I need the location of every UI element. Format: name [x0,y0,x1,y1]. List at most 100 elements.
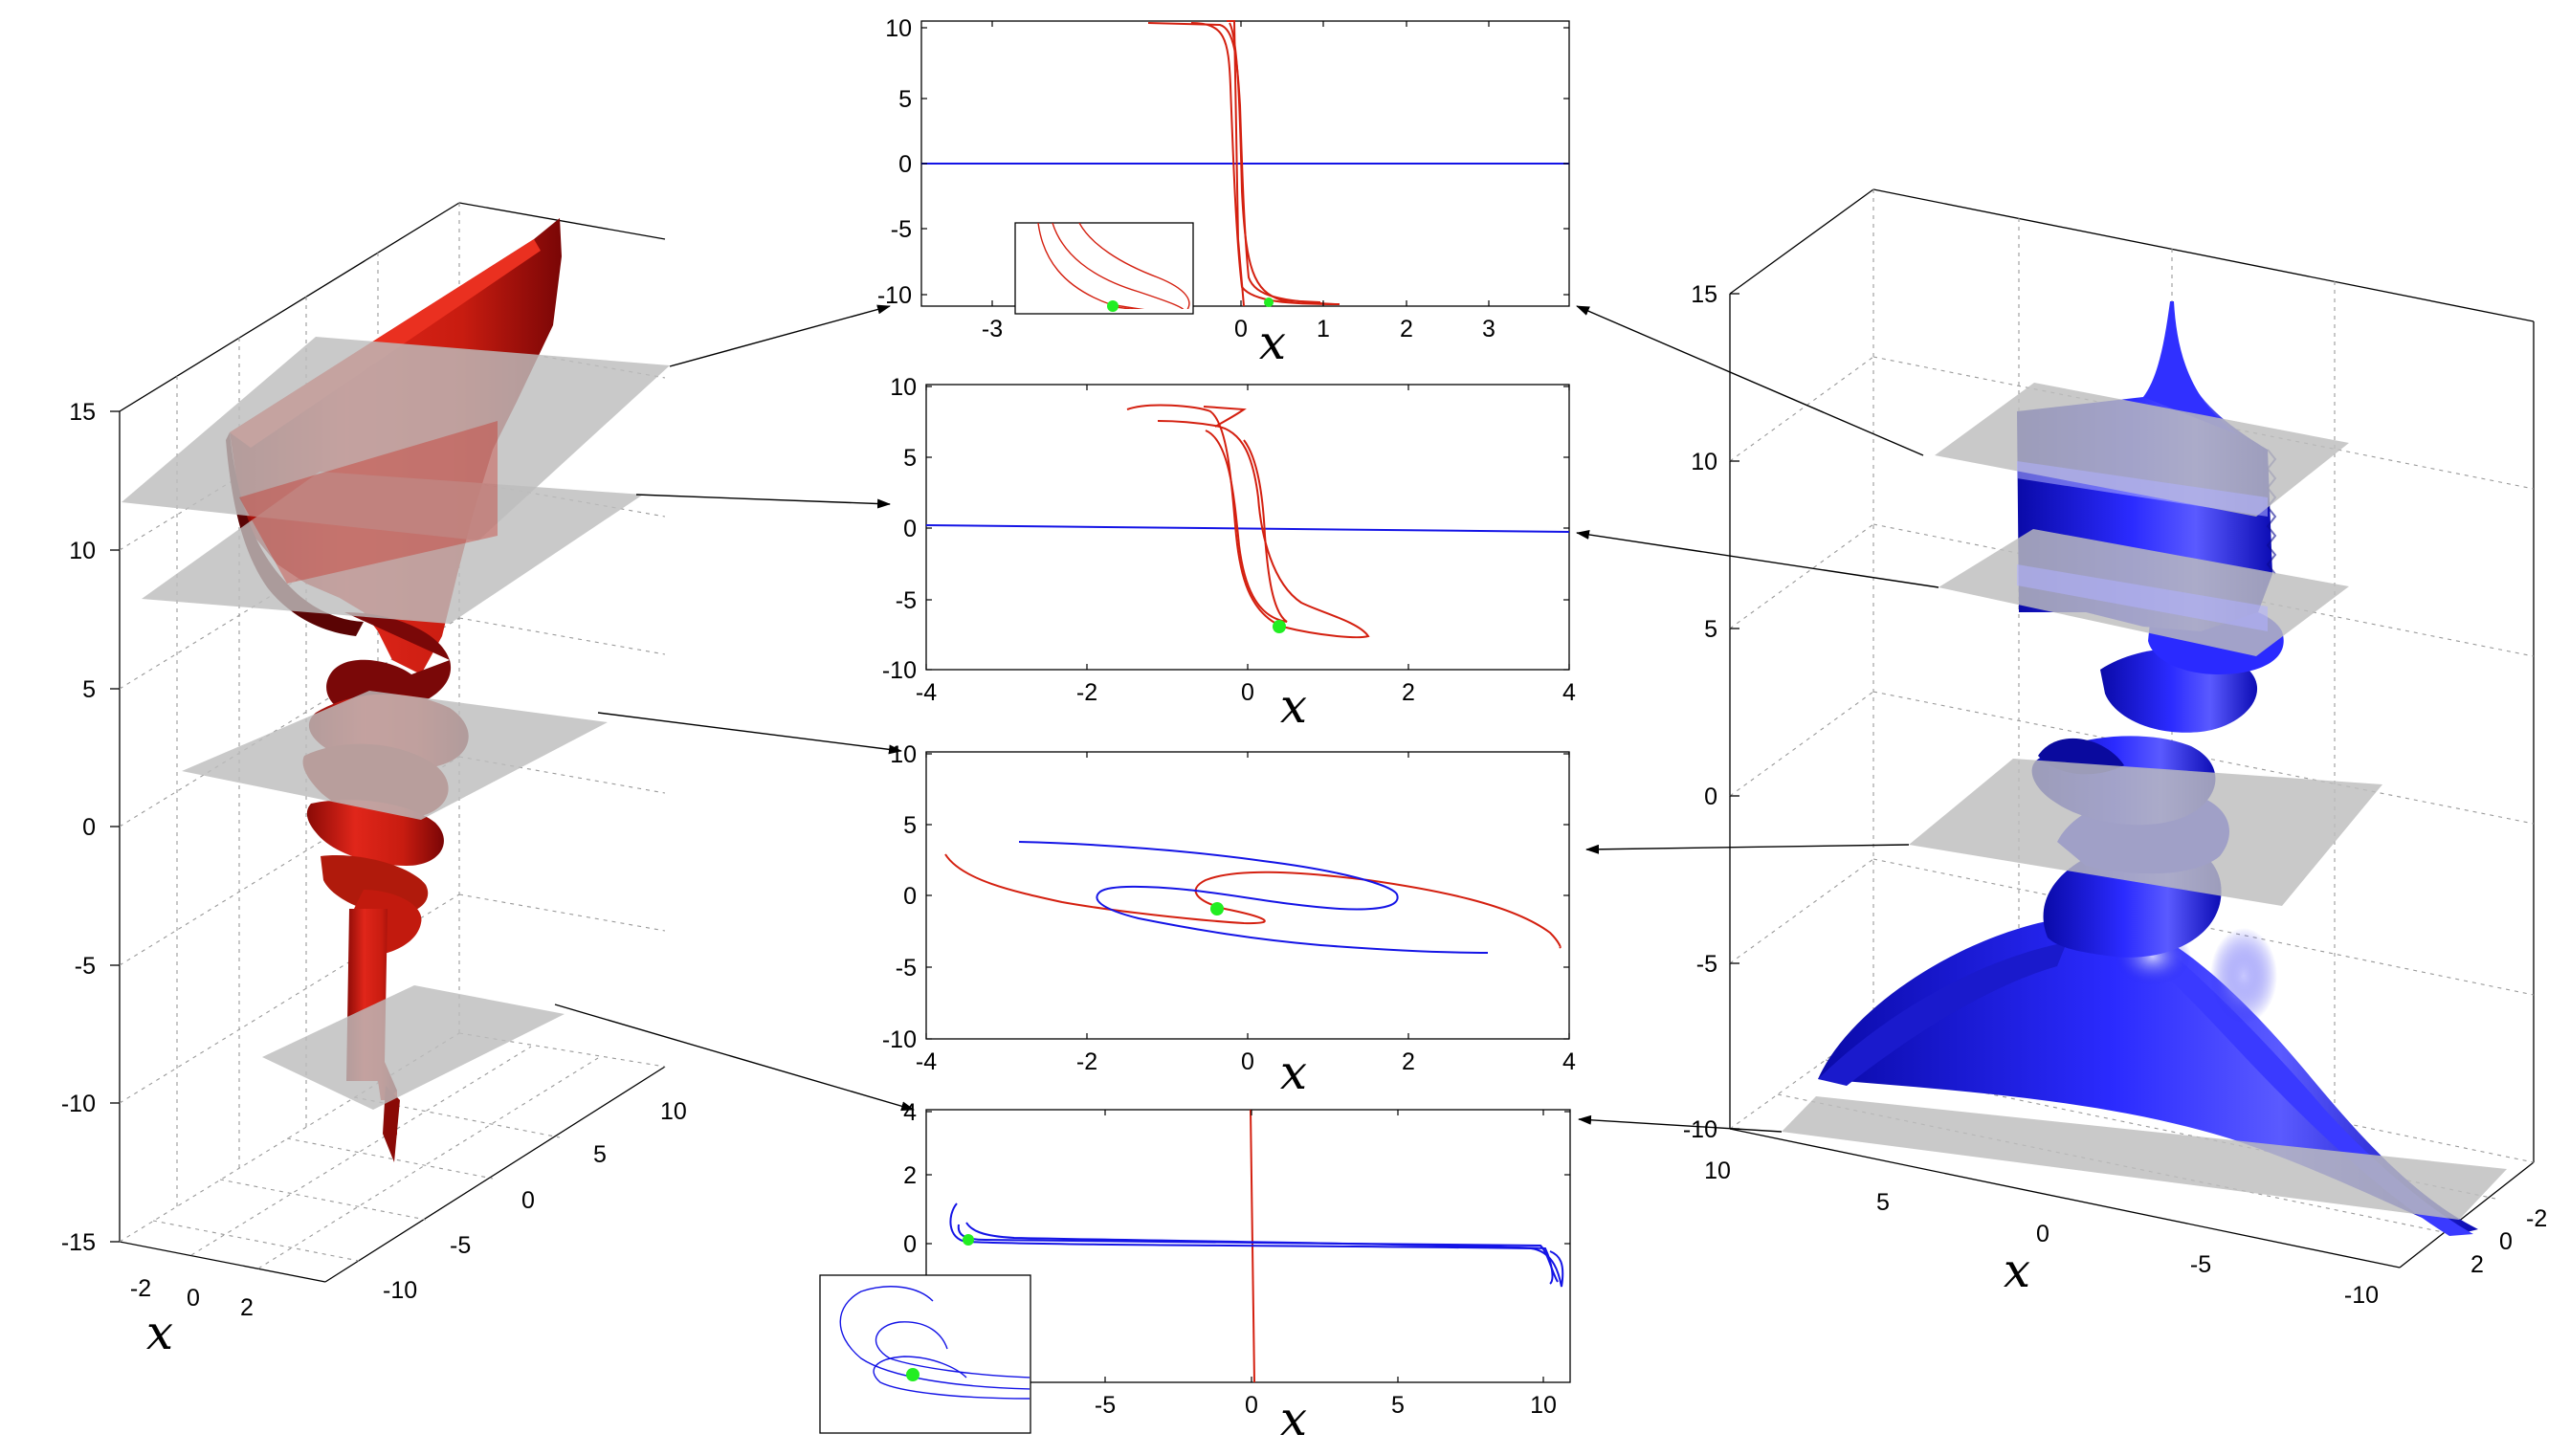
panel-4-x-tick-label: -5 [1095,1392,1116,1419]
panel-1-y-ticks: 10 5 0 -5 -10 [877,15,912,309]
panel-3-x-tick-label: 0 [1241,1048,1254,1075]
right-3d-z-tick-label: -10 [1683,1116,1717,1143]
left-3d-y-tick-label: 5 [593,1141,607,1168]
panel-3-y-tick-label: -5 [896,955,917,982]
panel-2-x-tick-label: -4 [916,679,937,706]
panel-2-red-outer [1126,404,1370,639]
panel-2-x-tick-label: -2 [1076,679,1097,706]
panel-2-x-tick-label: 4 [1562,679,1576,706]
left-3d-xlabel: x [146,1305,173,1360]
panel-1-inset-marker [1107,300,1119,312]
panel-4-xlabel: x [1280,1391,1307,1446]
left-3d-x-ticks: -2 0 2 [130,1275,254,1321]
panel-1-tick-marks [921,21,1569,306]
left-3d-x-tick-label: 2 [240,1294,254,1321]
panel-2-y-tick-label: -10 [882,657,917,684]
panel-4-y-tick-label: 0 [903,1231,917,1258]
panel-4-x-ticks: -5 0 5 10 [1095,1392,1557,1419]
arrow-right-plane-3 [1585,844,1910,854]
panel-3: 10 5 0 -5 -10 -4 -2 0 2 4 x [882,741,1576,1100]
panel-1-xlabel: x [1259,315,1286,370]
panel-3-xlabel: x [1280,1045,1307,1100]
left-3d-y-tick-label: -10 [383,1277,417,1304]
right-3d-x-tick-label: 0 [2499,1228,2513,1255]
right-3d-x-ticks: -2 02 [2470,1205,2547,1278]
left-3d-y-ticks: 10 5 0 -5 -10 [383,1098,687,1304]
panel-3-x-tick-label: 2 [1402,1048,1415,1075]
arrow-right-plane-2 [1576,529,1939,588]
left-3d-x-tick-label: 0 [187,1285,200,1312]
arrow-left-plane-4 [554,1004,915,1112]
panel-1-x-tick-label: 0 [1234,316,1248,342]
panel-3-red-curve [944,853,1562,949]
panel-1-y-tick-label: 0 [898,151,912,178]
left-3d-plot: 15 10 5 0 -5 -10 -15 -2 0 2 10 5 0 -5 -10 x [61,202,687,1360]
right-3d-z-tick-label: 15 [1691,281,1717,308]
panel-1-marker [1264,298,1274,307]
panel-2-x-ticks: -4 -2 0 2 4 [916,679,1576,706]
right-3d-y-tick-label: 5 [1876,1189,1890,1216]
right-3d-y-tick-label: 10 [1704,1158,1731,1184]
right-3d-z-ticks: 15 10 5 0 -5 -10 [1683,281,1717,1143]
right-3d-xlabel: x [2004,1243,2030,1298]
panel-4-y-tick-label: 4 [903,1099,917,1126]
right-3d-y-tick-label: 0 [2036,1221,2049,1247]
panel-4-inset [819,1274,1031,1434]
panel-3-x-tick-label: 4 [1562,1048,1576,1075]
panel-1-x-tick-label: -3 [982,316,1003,342]
panel-3-tick-marks [925,752,1570,1040]
panel-4-marker [963,1234,974,1246]
panel-2-red-middle [1203,406,1247,428]
panel-3-y-tick-label: 0 [903,883,917,910]
panel-1-y-tick-label: 10 [885,15,912,42]
panel-1-y-tick-label: -10 [877,282,912,309]
arrow-left-plane-3 [597,712,902,755]
panel-3-x-tick-label: -4 [916,1048,937,1075]
right-3d-z-tick-label: 10 [1691,449,1717,475]
right-3d-z-tick-label: 5 [1704,616,1717,643]
left-3d-tick-marks [110,410,120,1243]
left-3d-z-tick-label: -10 [61,1091,96,1117]
panel-1-x-tick-label: 1 [1317,316,1330,342]
left-3d-z-tick-label: -5 [75,953,96,980]
panel-1-red-curve-d [1227,20,1245,307]
left-3d-x-tick-label: -2 [130,1275,151,1302]
left-3d-z-tick-label: 0 [82,814,96,841]
connector-arrows [554,304,1939,1133]
panel-1: 10 5 0 -5 -10 -3 0 1 2 3 x [877,15,1570,370]
left-3d-z-tick-label: -15 [61,1229,96,1256]
panel-4-x-tick-label: 10 [1530,1392,1557,1419]
panel-1-y-tick-label: 5 [898,86,912,113]
panel-3-y-tick-label: 5 [903,812,917,839]
right-3d-y-ticks: 10 5 0 -5 -10 [1704,1158,2379,1309]
left-3d-y-tick-label: -5 [450,1232,471,1259]
right-3d-x-tick-label: 2 [2470,1251,2484,1278]
panel-2-blue-line [925,524,1570,533]
panel-4: 4 2 0 -5 0 5 10 x [819,1099,1571,1446]
panel-2-x-tick-label: 0 [1241,679,1254,706]
arrow-right-plane-1 [1576,305,1924,456]
panel-2-y-tick-label: -5 [896,587,917,614]
panel-3-y-tick-label: 10 [890,741,917,768]
panel-3-curves [944,841,1562,954]
left-3d-z-tick-label: 10 [69,538,96,564]
panel-4-inset-marker [906,1368,919,1381]
panel-2-x-tick-label: 2 [1402,679,1415,706]
panel-2-y-tick-label: 10 [890,374,917,401]
panel-2: 10 5 0 -5 -10 -4 -2 0 2 4 x [882,374,1576,734]
panel-2-xlabel: x [1280,678,1307,734]
panel-3-marker [1210,902,1224,916]
arrow-right-plane-4 [1578,1114,1783,1133]
left-3d-z-tick-label: 5 [82,676,96,703]
panel-4-y-tick-label: 2 [903,1162,917,1189]
panel-3-blue-curve [1018,841,1489,954]
panel-2-marker [1273,620,1286,633]
panel-3-x-tick-label: -2 [1076,1048,1097,1075]
panel-2-y-tick-label: 5 [903,445,917,472]
panel-4-y-ticks: 4 2 0 [903,1099,917,1258]
left-3d-surface-front [239,421,498,584]
right-3d-y-tick-label: -5 [2190,1251,2211,1278]
panel-3-x-ticks: -4 -2 0 2 4 [916,1048,1576,1075]
